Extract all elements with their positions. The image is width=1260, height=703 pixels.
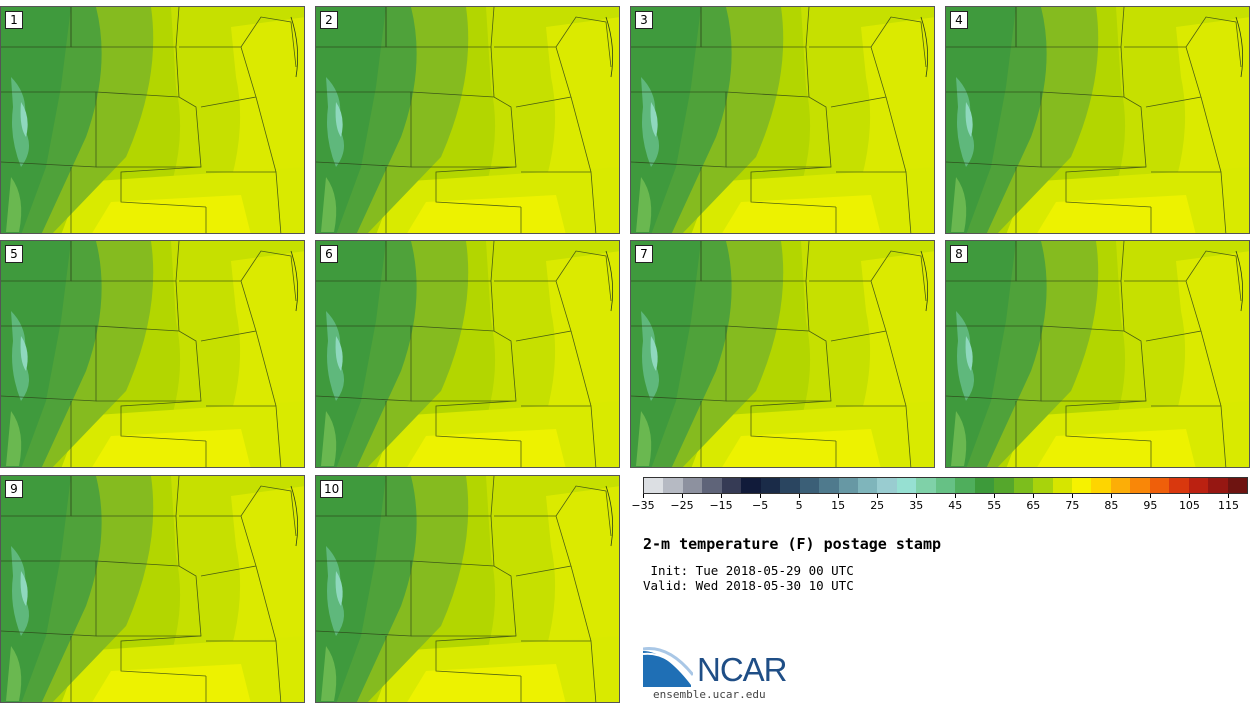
colorbar-tick-label: 115 [1217,499,1239,512]
colorbar-tick-mark [1150,494,1152,498]
colorbar-swatch [896,478,917,493]
colorbar-tick-mark [760,494,762,498]
ensemble-member-map-2: 2 [315,6,620,234]
colorbar-swatch [1013,478,1034,493]
colorbar-tick-mark [994,494,996,498]
colorbar-swatch [1227,478,1248,493]
colorbar-tick-label: 105 [1178,499,1200,512]
colorbar-swatch [1149,478,1170,493]
plot-title: 2-m temperature (F) postage stamp [643,535,942,553]
colorbar-tick-mark [682,494,684,498]
member-number-label: 9 [5,480,23,498]
colorbar-tick-mark [643,494,644,498]
init-time: Init: Tue 2018-05-29 00 UTC [643,563,854,578]
colorbar-tick-mark [721,494,723,498]
member-number-label: 3 [635,11,653,29]
colorbar-tick-mark [1111,494,1113,498]
colorbar-swatch [1188,478,1209,493]
ensemble-member-map-7: 7 [630,240,935,468]
colorbar-swatch [819,478,839,493]
colorbar-tick-mark [1033,494,1035,498]
colorbar-tick-label: 75 [1065,499,1080,512]
colorbar-swatch [1033,478,1053,493]
colorbar-swatch [682,478,703,493]
ensemble-member-map-5: 5 [0,240,305,468]
colorbar-swatch [935,478,956,493]
member-number-label: 2 [320,11,338,29]
colorbar-swatch [974,478,995,493]
colorbar-tick-label: 25 [870,499,885,512]
colorbar-tick-mark [1228,494,1230,498]
colorbar-swatch [1208,478,1228,493]
colorbar-tick-mark [1072,494,1074,498]
colorbar-tick-mark [838,494,840,498]
colorbar-tick-mark [955,494,957,498]
colorbar-swatch [877,478,897,493]
colorbar-swatch [799,478,820,493]
member-number-label: 10 [320,480,344,498]
member-number-label: 4 [950,11,968,29]
colorbar-swatch [1071,478,1092,493]
colorbar-swatch [916,478,936,493]
colorbar-ticks: −35 −25 −15 −5 5 15 25 35 45 55 65 75 85 95 105 115 [631,494,1248,514]
colorbar-tick-label: −25 [670,499,694,512]
member-number-label: 1 [5,11,23,29]
colorbar-swatch [721,478,742,493]
colorbar-swatch [741,478,761,493]
colorbar-tick-label: 45 [948,499,963,512]
ensemble-member-map-4: 4 [945,6,1250,234]
colorbar-swatch [955,478,975,493]
ensemble-url: ensemble.ucar.edu [653,688,766,701]
colorbar-tick-mark [877,494,879,498]
colorbar-swatch [1091,478,1111,493]
member-number-label: 7 [635,245,653,263]
colorbar-tick-mark [916,494,918,498]
colorbar-tick-label: 15 [831,499,846,512]
colorbar-swatch [1130,478,1150,493]
member-number-label: 8 [950,245,968,263]
colorbar-swatch [1110,478,1131,493]
colorbar-swatch [702,478,722,493]
colorbar-swatch [1052,478,1072,493]
colorbar-swatch [838,478,858,493]
ensemble-member-map-6: 6 [315,240,620,468]
colorbar-tick-mark [799,494,801,498]
colorbar-swatch [994,478,1014,493]
colorbar-swatch [760,478,781,493]
colorbar-tick-label: 55 [987,499,1002,512]
member-number-label: 6 [320,245,338,263]
ensemble-member-map-10: 10 [315,475,620,703]
ensemble-member-map-9: 9 [0,475,305,703]
member-number-label: 5 [5,245,23,263]
colorbar-tick-label: 35 [909,499,924,512]
colorbar-tick-label: 65 [1026,499,1041,512]
colorbar-swatch [857,478,878,493]
colorbar-swatch [1169,478,1189,493]
colorbar-tick-label: −5 [751,499,769,512]
ensemble-member-map-1: 1 [0,6,305,234]
colorbar-tick-mark [1189,494,1191,498]
valid-time: Valid: Wed 2018-05-30 10 UTC [643,578,854,593]
colorbar-swatch [663,478,683,493]
colorbar-swatch [644,478,664,493]
ensemble-member-map-3: 3 [630,6,935,234]
colorbar-tick-label: 5 [795,499,803,512]
colorbar-tick-label: 85 [1104,499,1119,512]
colorbar-tick-label: 95 [1143,499,1158,512]
ensemble-member-map-8: 8 [945,240,1250,468]
colorbar-tick-label: −15 [709,499,733,512]
temperature-colorbar [643,477,1248,494]
colorbar-tick-label: −35 [631,499,655,512]
ncar-logo-text: NCAR [697,651,788,688]
ncar-logo-icon [643,647,693,687]
colorbar-swatch [780,478,800,493]
